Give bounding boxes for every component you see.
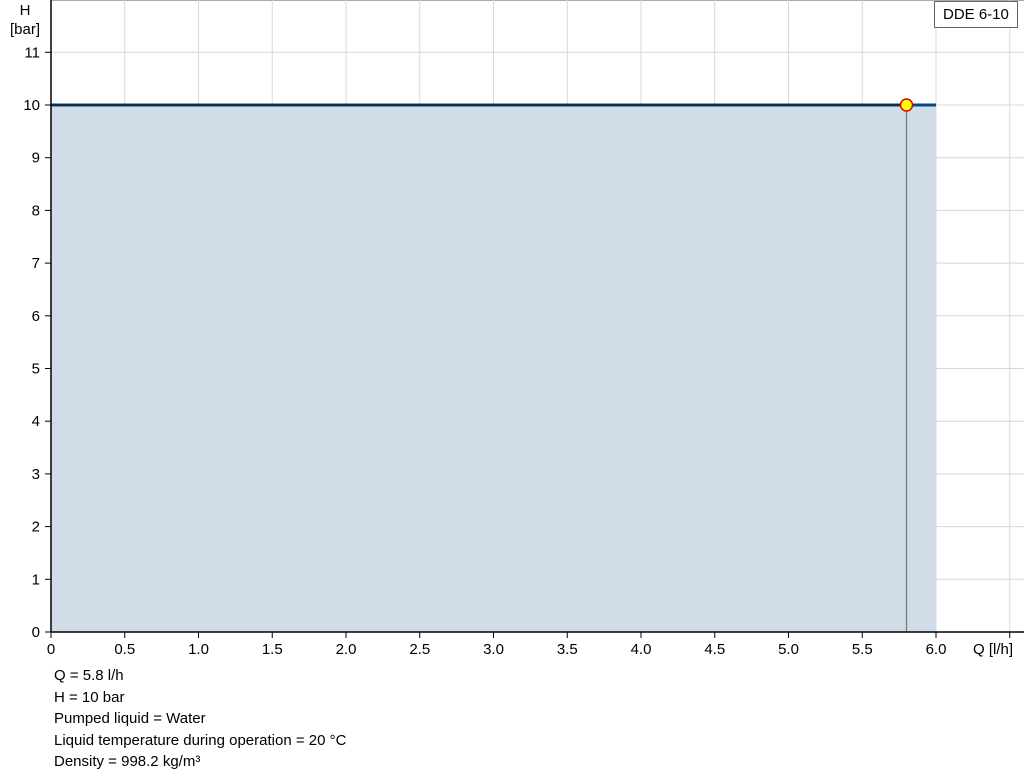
x-tick-label: 1.5	[262, 641, 283, 658]
info-liquid: Pumped liquid = Water	[54, 710, 206, 727]
legend-label: DDE 6-10	[943, 6, 1009, 23]
x-tick-label: 5.0	[778, 641, 799, 658]
info-temperature: Liquid temperature during operation = 20…	[54, 731, 347, 749]
x-axis-label: Q [l/h]	[973, 641, 1013, 658]
y-tick-label: 5	[32, 361, 40, 378]
y-tick-label: 10	[23, 97, 40, 114]
y-tick-label: 11	[24, 44, 40, 61]
x-tick-label: 0	[47, 641, 55, 658]
x-tick-label: 3.5	[557, 641, 578, 658]
y-tick-label: 3	[32, 466, 40, 483]
operating-point-marker	[899, 98, 914, 112]
info-head: H = 10 bar	[54, 688, 125, 706]
x-tick-label: 1.0	[188, 641, 209, 658]
x-tick-label: 4.0	[631, 641, 652, 658]
x-tick-label: 6.0	[926, 641, 947, 658]
legend: DDE 6-10	[934, 1, 1018, 28]
x-tick-label: 2.0	[336, 641, 357, 658]
x-tick-label: 4.5	[704, 641, 725, 658]
y-tick-label: 0	[32, 624, 40, 641]
operating-info: Q = 5.8 l/h H = 10 bar Pumped liquid = W…	[54, 665, 346, 773]
y-tick-label: 2	[32, 519, 40, 536]
y-tick-label: 7	[32, 255, 40, 272]
y-tick-label: 8	[32, 202, 40, 219]
y-tick-label: 9	[32, 150, 40, 167]
y-tick-label: 1	[32, 571, 40, 588]
x-tick-label: 5.5	[852, 641, 873, 658]
y-tick-label: 4	[32, 413, 40, 430]
y-tick-label: 6	[32, 308, 40, 325]
y-axis-unit: [bar]	[10, 21, 40, 38]
info-density: Density = 998.2 kg/m³	[54, 753, 201, 770]
y-axis-label: H	[20, 2, 31, 19]
pump-curve-chart: 0 1 2 3 4 5 6 7 8 9 10 11 0 0.5 1.0 1.5 2.0 2.5 3.0 3.5 4.0 4…	[10, 0, 1024, 658]
x-tick-label: 0.5	[114, 641, 135, 658]
x-tick-label: 2.5	[409, 641, 430, 658]
curve-area	[51, 105, 936, 632]
x-tick-label: 3.0	[483, 641, 504, 658]
info-flow: Q = 5.8 l/h	[54, 667, 124, 684]
